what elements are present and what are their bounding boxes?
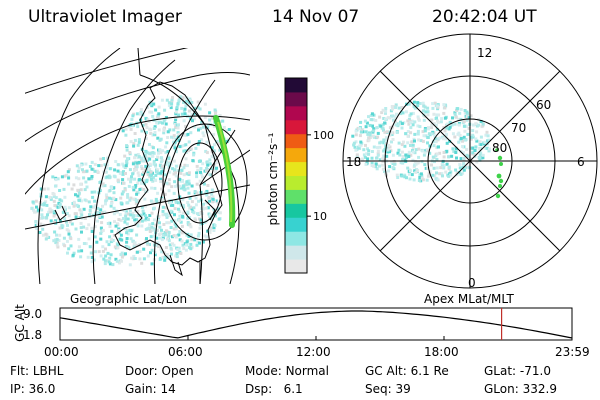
ip-value: 36.0 xyxy=(28,382,56,396)
flt-label: Flt: xyxy=(10,364,29,378)
dsp-value: 6.1 xyxy=(283,382,303,396)
mode-value: Normal xyxy=(285,364,329,378)
mlat-label-70: 70 xyxy=(511,121,527,135)
xtick-0600: 06:00 xyxy=(168,345,203,359)
gcalt-value: 6.1 Re xyxy=(410,364,449,378)
door-value: Open xyxy=(161,364,194,378)
glon-label: GLon: xyxy=(484,382,519,396)
altitude-ytick-max: 9.0 xyxy=(23,307,43,321)
xtick-1200: 12:00 xyxy=(296,345,331,359)
time-label: 20:42:04 UT xyxy=(432,7,537,27)
colorbar-segment xyxy=(285,78,307,93)
instrument-title: Ultraviolet Imager xyxy=(28,7,182,27)
colorbar-segment xyxy=(285,105,307,121)
ip-label: IP: xyxy=(10,382,25,396)
polar-caption: Apex MLat/MLT xyxy=(424,292,514,306)
colorbar-segment xyxy=(285,189,307,204)
geo-map-caption: Geographic Lat/Lon xyxy=(70,292,188,306)
mlt-label-18: 18 xyxy=(346,155,362,169)
colorbar-segment xyxy=(285,91,307,107)
mlt-label-0: 0 xyxy=(468,276,476,290)
xtick-1800: 18:00 xyxy=(424,345,459,359)
mlat-label-60: 60 xyxy=(536,98,552,112)
colorbar-tick-label: 100 xyxy=(313,129,334,142)
polar-auroral-dots xyxy=(495,148,504,199)
colorbar-segment xyxy=(285,203,307,218)
colorbar-segment xyxy=(285,231,307,246)
mlt-label-12: 12 xyxy=(477,46,493,60)
xtick-2359: 23:59 xyxy=(555,345,590,359)
altitude-curve xyxy=(59,310,573,339)
colorbar-segment xyxy=(285,133,307,149)
altitude-ytick-min: 1.8 xyxy=(23,328,43,342)
xtick-0000: 00:00 xyxy=(44,345,79,359)
mlat-label-80: 80 xyxy=(492,141,508,155)
gain-value: 14 xyxy=(160,382,176,396)
colorbar-segment xyxy=(285,161,307,176)
glat-value: -71.0 xyxy=(519,364,551,378)
colorbar-segment xyxy=(285,245,307,260)
dsp-label: Dsp: xyxy=(245,382,273,396)
glat-label: GLat: xyxy=(484,364,517,378)
date-label: 14 Nov 07 xyxy=(272,7,360,27)
colorbar-segment xyxy=(285,259,307,274)
colorbar-segment xyxy=(285,217,307,232)
polar-grid xyxy=(342,33,598,289)
mode-label: Mode: xyxy=(245,364,282,378)
colorbar-ticks: 100 10 xyxy=(307,129,334,223)
gcalt-label: GC Alt: xyxy=(365,364,407,378)
colorbar: 100 10 xyxy=(284,77,334,274)
door-label: Door: xyxy=(125,364,158,378)
seq-label: Seq: xyxy=(365,382,392,396)
gain-label: Gain: xyxy=(125,382,157,396)
seq-value: 39 xyxy=(395,382,411,396)
colorbar-tick-label: 10 xyxy=(313,210,327,223)
colorbar-segment xyxy=(285,147,307,163)
colorbar-segment xyxy=(285,175,307,190)
glon-value: 332.9 xyxy=(522,382,557,396)
colorbar-segment xyxy=(285,119,307,135)
mlt-label-6: 6 xyxy=(577,155,585,169)
flt-value: LBHL xyxy=(32,364,64,378)
